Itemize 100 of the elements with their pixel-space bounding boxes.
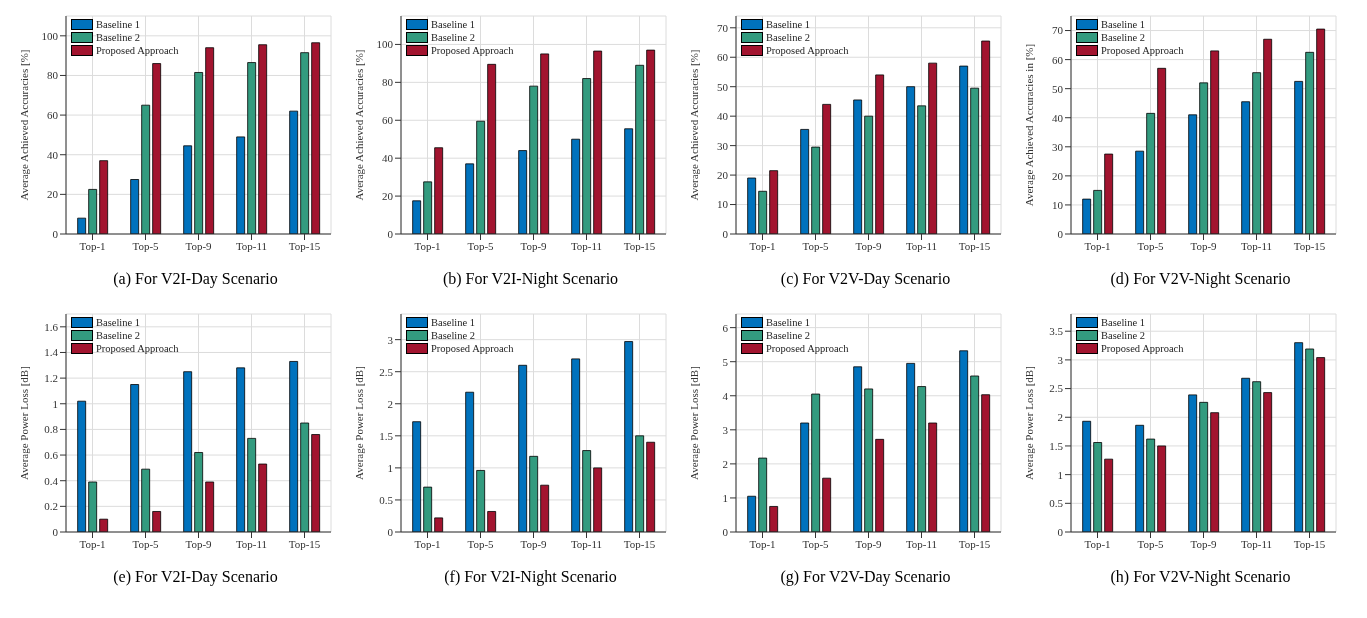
bar — [1157, 445, 1167, 532]
x-tick-label: Top-5 — [132, 239, 160, 252]
y-tick-label: 3.5 — [1049, 325, 1064, 338]
bar — [1135, 150, 1145, 234]
x-tick-label: Top-11 — [570, 239, 603, 252]
y-tick-label: 50 — [717, 80, 729, 93]
x-tick-label: Top-9 — [185, 239, 213, 252]
y-tick-label: 0 — [1057, 227, 1064, 240]
bar — [593, 467, 603, 532]
bar — [959, 65, 969, 234]
bar — [194, 452, 204, 532]
bar — [970, 87, 980, 234]
y-tick-label: 0.4 — [44, 474, 59, 487]
bar — [152, 511, 162, 532]
bar — [875, 74, 885, 234]
bar — [864, 115, 874, 234]
legend-label: Proposed Approach — [1101, 342, 1184, 355]
bar — [758, 457, 768, 532]
y-axis-title: Average Power Loss [dB] — [17, 366, 30, 480]
bar — [152, 63, 162, 234]
bar — [582, 78, 592, 234]
x-tick-label: Top-9 — [520, 239, 548, 252]
bar — [434, 517, 444, 532]
x-tick-label: Top-1 — [749, 239, 776, 252]
legend-label: Baseline 2 — [96, 31, 141, 44]
y-tick-label: 0.5 — [379, 493, 394, 506]
x-tick-label: Top-15 — [1293, 239, 1326, 252]
y-tick-label: 100 — [41, 29, 59, 42]
legend-label: Baseline 1 — [1101, 18, 1146, 31]
bar — [518, 364, 528, 532]
x-tick-label: Top-1 — [79, 537, 106, 550]
legend-label: Proposed Approach — [1101, 44, 1184, 57]
x-tick-label: Top-11 — [1240, 537, 1273, 550]
y-axis-title: Average Achieved Accuracies [%] — [687, 49, 700, 201]
x-tick-label: Top-5 — [467, 239, 495, 252]
bar — [300, 52, 310, 234]
x-tick-label: Top-9 — [855, 239, 883, 252]
legend-label: Baseline 2 — [431, 31, 476, 44]
x-tick-label: Top-9 — [520, 537, 548, 550]
x-tick-label: Top-11 — [235, 239, 268, 252]
x-tick-label: Top-1 — [414, 239, 441, 252]
bar — [970, 375, 980, 532]
bar — [1241, 101, 1251, 234]
bar — [864, 388, 874, 532]
x-tick-label: Top-5 — [802, 239, 830, 252]
bar — [1082, 198, 1092, 234]
x-tick-label: Top-5 — [467, 537, 495, 550]
y-tick-label: 1 — [52, 397, 58, 410]
bar — [1188, 114, 1198, 234]
bar — [624, 341, 634, 532]
y-axis-title: Average Achieved Accuracies [%] — [17, 49, 30, 201]
bar — [1104, 458, 1114, 532]
y-tick-label: 30 — [1052, 140, 1064, 153]
bar — [434, 147, 444, 234]
y-tick-label: 1.4 — [44, 346, 59, 359]
legend-label: Baseline 2 — [431, 329, 476, 342]
bar — [88, 481, 98, 532]
x-tick-label: Top-11 — [905, 537, 938, 550]
bar — [593, 50, 603, 234]
x-tick-label: Top-15 — [288, 239, 321, 252]
x-tick-label: Top-1 — [414, 537, 441, 550]
y-tick-label: 20 — [717, 168, 729, 181]
y-tick-label: 1 — [387, 461, 393, 474]
y-tick-label: 80 — [47, 69, 59, 82]
text: (a) For V2I-Day Scenario — [112, 270, 279, 288]
y-tick-label: 0.5 — [1049, 497, 1064, 510]
x-tick-label: Top-15 — [623, 239, 656, 252]
bar — [1146, 438, 1156, 532]
legend-label: Baseline 1 — [1101, 316, 1146, 329]
bar — [981, 40, 991, 234]
y-tick-label: 40 — [47, 148, 59, 161]
y-tick-label: 2 — [387, 397, 393, 410]
bar — [811, 146, 821, 234]
y-tick-label: 40 — [382, 152, 394, 165]
y-tick-label: 1.5 — [1049, 439, 1064, 452]
bar — [571, 138, 581, 234]
y-tick-label: 20 — [47, 188, 59, 201]
y-axis-title: Average Achieved Accuracies [%] — [352, 49, 365, 201]
text: (f) For V2I-Night Scenario — [443, 568, 618, 586]
bar — [1263, 392, 1273, 532]
y-tick-label: 0.6 — [44, 448, 59, 461]
bar — [906, 362, 916, 532]
bar — [769, 170, 779, 234]
bar — [1082, 420, 1092, 532]
legend-label: Proposed Approach — [766, 44, 849, 57]
bar — [487, 63, 497, 234]
y-tick-label: 2.5 — [1049, 382, 1064, 395]
bar — [247, 437, 257, 532]
bar — [487, 511, 497, 532]
bar — [1305, 348, 1315, 532]
bar — [130, 384, 140, 532]
bar — [77, 400, 87, 532]
bar — [1093, 442, 1103, 532]
y-tick-label: 0 — [52, 227, 59, 240]
bar — [1252, 381, 1262, 532]
bar — [1305, 51, 1315, 234]
legend-label: Proposed Approach — [431, 342, 514, 355]
legend-label: Baseline 1 — [431, 316, 476, 329]
x-tick-label: Top-1 — [1084, 239, 1111, 252]
bar — [183, 145, 193, 234]
